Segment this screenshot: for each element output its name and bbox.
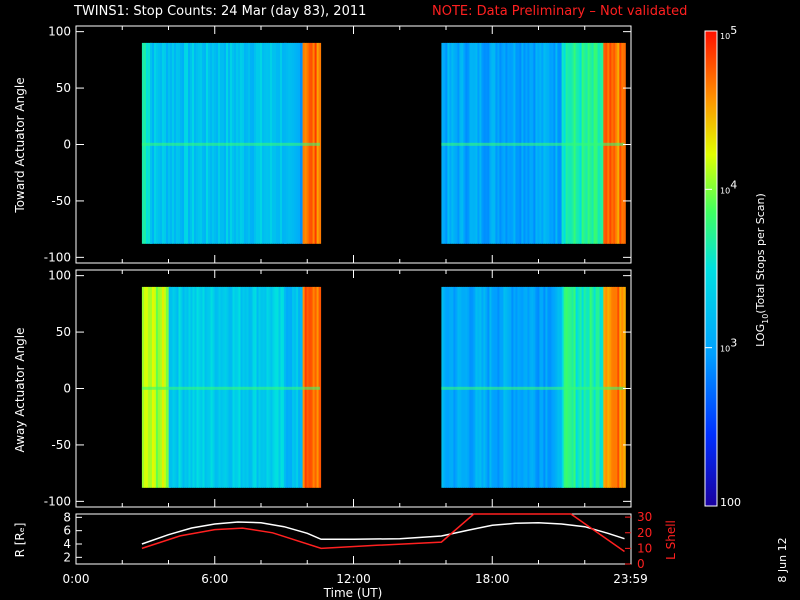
r-axis-label: R [Rₑ] (13, 523, 27, 558)
xtick-label: 23:59 (613, 572, 648, 586)
lshell-tick-label: 10 (637, 541, 652, 555)
panel-toward-ylabel: Toward Actuator Angle (13, 77, 27, 213)
colorbar: 105 104 103 100 LOG10(Total Stops per Scan) (704, 24, 770, 509)
ytick-label: 0 (63, 382, 71, 396)
ytick-label: 50 (56, 325, 71, 339)
colorbar-tick-label: 104 (720, 178, 737, 195)
colorbar-label: LOG10(Total Stops per Scan) (754, 193, 770, 347)
lshell-series-line (141, 513, 625, 553)
heatmap-zero-band (141, 142, 320, 146)
ytick-label: -100 (44, 250, 71, 264)
colorbar-ticks: 105 104 103 100 (705, 24, 741, 509)
heatmap-zero-band (141, 386, 320, 390)
xtick-label: 6:00 (201, 572, 228, 586)
r-tick-label: 4 (63, 537, 71, 551)
colorbar-tick-label: 105 (720, 24, 737, 41)
ytick-label: 0 (63, 138, 71, 152)
ytick-label: -50 (51, 438, 71, 452)
ytick-label: 100 (48, 269, 71, 283)
lshell-tick-label: 0 (637, 557, 645, 571)
heatmap-column (623, 42, 626, 244)
lshell-tick-label: 30 (637, 510, 652, 524)
r-tick-label: 6 (63, 524, 71, 538)
preliminary-note: NOTE: Data Preliminary – Not validated (432, 4, 688, 19)
lshell-axis-label: L Shell (664, 520, 678, 560)
ytick-label: -100 (44, 494, 71, 508)
colorbar-scale (704, 30, 718, 507)
colorbar-label-main: LOG (754, 324, 767, 347)
panel-orbit-lines (141, 513, 625, 553)
heatmap-zero-band (441, 386, 625, 390)
ytick-label: 100 (48, 25, 71, 39)
colorbar-tick-label: 103 (720, 337, 737, 354)
chart-title: TWINS1: Stop Counts: 24 Mar (day 83), 20… (74, 4, 367, 19)
ytick-label: 50 (56, 81, 71, 95)
panel-orbit-xaxis: 0:00 6:00 12:00 18:00 23:59 (63, 556, 648, 586)
colorbar-label-rest: (Total Stops per Scan) (754, 193, 767, 314)
date-stamp: 8 Jun 12 (776, 537, 789, 582)
panel-toward-heatmap (141, 42, 626, 244)
heatmap-column (623, 286, 626, 488)
r-tick-label: 8 (63, 510, 71, 524)
lshell-tick-label: 20 (637, 526, 652, 540)
ytick-label: -50 (51, 194, 71, 208)
r-series-line (141, 521, 625, 545)
panel-toward-yaxis: -100 -50 0 50 100 (44, 25, 632, 264)
panel-away-yaxis: -100 -50 0 50 100 (44, 269, 632, 508)
panel-away-heatmap (141, 286, 626, 488)
xtick-label: 0:00 (63, 572, 90, 586)
panel-toward: -100 -50 0 50 100 Toward Actuator Angle (13, 25, 632, 264)
colorbar-label-sub: 10 (761, 314, 770, 324)
xtick-label: 18:00 (475, 572, 510, 586)
xtick-label: 12:00 (336, 572, 371, 586)
panel-away: -100 -50 0 50 100 Away Actuator Angle (13, 269, 632, 508)
r-tick-label: 2 (63, 550, 71, 564)
heatmap-zero-band (441, 142, 625, 146)
panel-away-ylabel: Away Actuator Angle (13, 327, 27, 452)
x-axis-label: Time (UT) (323, 586, 383, 600)
colorbar-tick-label: 100 (720, 496, 741, 509)
